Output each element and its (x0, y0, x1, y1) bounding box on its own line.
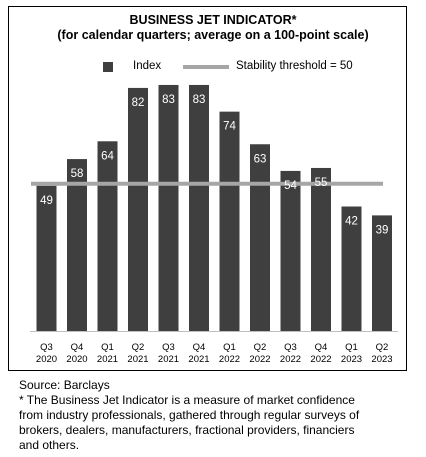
bar (250, 144, 270, 331)
footer: Source: Barclays * The Business Jet Indi… (19, 378, 419, 453)
data-label: 82 (132, 97, 145, 109)
footnote-line: brokers, dealers, manufacturers, fractio… (19, 423, 355, 437)
footnote-line: and others. (19, 438, 80, 452)
legend-swatch-threshold (183, 65, 229, 69)
bar (158, 84, 179, 331)
bar (311, 167, 331, 331)
legend-swatch-index (103, 62, 113, 72)
x-tick-label: Q4 (315, 342, 328, 353)
x-tick-label: 2022 (219, 354, 240, 365)
data-label: 64 (101, 150, 114, 162)
data-label: 83 (162, 94, 175, 106)
x-tick-label: 2020 (66, 354, 87, 365)
bar (372, 215, 392, 331)
bar (36, 185, 57, 331)
legend-label-threshold: Stability threshold = 50 (236, 60, 353, 72)
data-label: 63 (254, 153, 267, 165)
legend-label-index: Index (133, 60, 162, 72)
x-tick-label: Q1 (345, 342, 358, 353)
x-tick-label: 2022 (310, 354, 331, 365)
chart-subtitle: (for calendar quarters; average on a 100… (57, 28, 369, 42)
x-tick-label: Q2 (132, 342, 145, 353)
bar (189, 84, 209, 331)
data-label: 54 (284, 180, 297, 192)
x-tick-label: 2023 (341, 354, 362, 365)
x-tick-label: 2023 (371, 354, 392, 365)
x-tick-label: Q1 (101, 342, 114, 353)
footnote-line: * The Business Jet Indicator is a measur… (19, 393, 355, 407)
chart-frame (8, 6, 407, 371)
bar (128, 87, 148, 331)
x-tick-label: 2021 (158, 354, 179, 365)
bar (219, 111, 240, 332)
x-tick-label: 2021 (188, 354, 209, 365)
x-tick-label: Q3 (162, 342, 175, 353)
bar (97, 141, 118, 331)
bar (67, 159, 87, 331)
footnote-line: from industry professionals, gathered th… (19, 408, 360, 422)
data-label: 42 (345, 216, 358, 228)
bar (341, 206, 362, 331)
x-tick-label: Q3 (284, 342, 297, 353)
x-tick-label: 2021 (97, 354, 118, 365)
data-label: 74 (223, 121, 236, 133)
x-tick-label: Q4 (71, 342, 84, 353)
x-tick-label: 2021 (127, 354, 148, 365)
bar (280, 170, 301, 331)
data-label: 55 (315, 177, 328, 189)
x-tick-label: Q2 (376, 342, 389, 353)
x-tick-label: Q3 (40, 342, 53, 353)
x-tick-label: Q4 (193, 342, 206, 353)
x-tick-label: 2022 (280, 354, 301, 365)
data-label: 39 (376, 224, 389, 236)
x-tick-label: Q1 (223, 342, 236, 353)
x-tick-label: Q2 (254, 342, 267, 353)
x-tick-label: 2020 (36, 354, 57, 365)
chart-title: BUSINESS JET INDICATOR* (129, 13, 297, 27)
data-label: 49 (40, 195, 53, 207)
data-label: 83 (193, 94, 206, 106)
source-note: Source: Barclays (19, 378, 110, 392)
x-tick-label: 2022 (249, 354, 270, 365)
data-label: 58 (71, 168, 84, 180)
